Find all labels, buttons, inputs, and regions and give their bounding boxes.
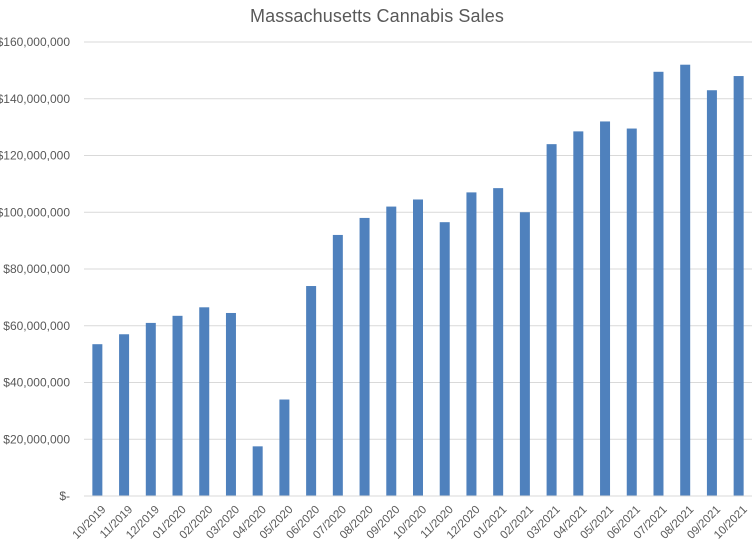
bar-08-2020 [359, 217, 370, 497]
bar-05-2021 [600, 121, 611, 496]
bar-11-2019 [119, 334, 130, 496]
bar-01-2021 [493, 188, 504, 496]
bar-04-2020 [252, 446, 263, 496]
bar-09-2020 [386, 206, 397, 496]
bar-04-2021 [573, 131, 584, 496]
y-tick-label: $120,000,000 [0, 149, 70, 163]
bar-09-2021 [706, 90, 717, 497]
chart-title: Massachusetts Cannabis Sales [250, 6, 504, 26]
bar-03-2020 [225, 312, 236, 496]
bars [92, 64, 744, 497]
y-tick-labels: $- $20,000,000 $40,000,000 $60,000,000 $80,0… [0, 35, 70, 503]
bar-10-2020 [413, 199, 423, 496]
bar-02-2020 [199, 307, 210, 496]
bar-01-2020 [172, 315, 183, 496]
x-tick-labels: 10/201911/201912/201901/202002/202003/20… [71, 504, 750, 542]
bar-12-2019 [145, 322, 156, 496]
bar-03-2021 [546, 144, 557, 496]
bar-08-2021 [680, 64, 691, 496]
bar-10-2021 [733, 76, 744, 497]
bar-06-2021 [626, 128, 637, 496]
y-tick-label: $80,000,000 [3, 262, 70, 276]
y-tick-label: $60,000,000 [3, 319, 70, 333]
y-tick-label: $20,000,000 [3, 432, 70, 446]
y-tick-label: $160,000,000 [0, 35, 70, 49]
y-tick-label: $100,000,000 [0, 205, 70, 219]
y-tick-label: $40,000,000 [3, 376, 70, 390]
bar-11-2020 [439, 222, 450, 496]
bar-02-2021 [519, 212, 530, 496]
bar-06-2020 [306, 286, 317, 496]
bar-07-2021 [653, 71, 664, 496]
bar-12-2020 [466, 192, 477, 496]
bar-05-2020 [279, 399, 290, 496]
bar-07-2020 [332, 234, 343, 496]
y-tick-label: $- [59, 489, 70, 503]
y-tick-label: $140,000,000 [0, 92, 70, 106]
bar-10-2019 [92, 344, 103, 496]
